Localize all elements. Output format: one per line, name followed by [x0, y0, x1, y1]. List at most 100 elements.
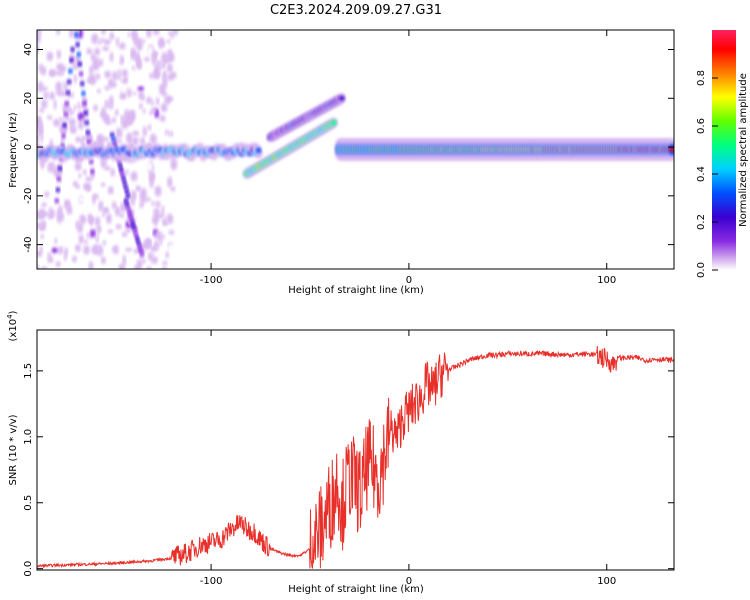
colorbar-ticks: 0.0 0.2 0.4 0.6 0.8 — [696, 70, 718, 278]
noise-speckle — [103, 207, 108, 213]
streak-blob — [76, 51, 81, 58]
noise-speckle — [154, 70, 160, 79]
noise-speckle — [166, 56, 174, 62]
spectrogram-ticks: -100 0 100 -40 -20 0 20 40 — [23, 30, 674, 286]
noise-speckle — [41, 202, 47, 208]
noise-speckle — [124, 108, 129, 119]
snr-ytick-label: 1.0 — [23, 429, 34, 445]
noise-speckle — [102, 137, 109, 142]
noise-speckle — [167, 48, 173, 58]
colorbar-tick-label: 0.0 — [696, 262, 707, 278]
noise-speckle — [146, 266, 152, 269]
noise-speckle — [113, 244, 119, 255]
noise-speckle — [107, 229, 114, 234]
noise-speckle — [112, 121, 117, 133]
noise-speckle — [146, 96, 152, 105]
noise-speckle — [127, 31, 132, 38]
noise-speckle — [69, 92, 74, 99]
noise-speckle — [50, 209, 55, 219]
noise-speckle — [83, 245, 90, 255]
noise-speckle — [151, 200, 156, 207]
noise-speckle — [98, 200, 104, 212]
colorbar-label: Normalized spectral amplitude — [738, 73, 749, 227]
streak-blob — [68, 68, 73, 75]
noise-speckle — [111, 201, 117, 210]
noise-speckle — [73, 73, 78, 84]
noise-speckle — [121, 119, 129, 130]
noise-speckle — [121, 231, 128, 238]
noise-speckle — [41, 86, 48, 92]
noise-speckle — [121, 69, 128, 77]
streak-blob — [57, 176, 62, 183]
streak-blob — [80, 80, 85, 87]
noise-speckle — [58, 204, 63, 215]
noise-speckle — [53, 118, 61, 127]
streak-blob — [82, 100, 87, 107]
snr-scale-base: (x10 — [8, 319, 19, 342]
noise-speckle — [115, 36, 120, 47]
noise-speckle — [115, 108, 119, 117]
spectrogram-x-axis-label: Height of straight line (km) — [288, 285, 424, 296]
noise-speckle — [103, 38, 111, 46]
noise-speckle — [54, 70, 62, 76]
noise-speckle — [109, 31, 115, 41]
noise-speckle — [72, 255, 77, 263]
spectrogram-ytick-label: -20 — [23, 188, 34, 204]
noise-speckle — [54, 237, 58, 245]
snr-xtick-label: 100 — [597, 576, 616, 587]
noise-speckle — [82, 136, 88, 141]
noise-speckle — [49, 70, 55, 77]
colorbar-bar — [712, 30, 736, 270]
noise-speckle — [41, 99, 48, 109]
steady-band-core — [669, 147, 674, 152]
spectrogram-ytick-label: 40 — [23, 43, 34, 56]
noise-speckle — [39, 107, 45, 113]
noise-speckle — [110, 168, 116, 177]
noise-speckle — [97, 58, 104, 67]
noise-speckle — [86, 231, 91, 239]
streak-blob — [64, 100, 69, 107]
noise-speckle — [104, 99, 110, 110]
noise-speckle — [161, 60, 166, 70]
noise-speckle — [141, 38, 146, 44]
noise-speckle — [141, 242, 148, 250]
noise-speckle — [86, 48, 93, 55]
noise-speckle — [107, 78, 115, 89]
noise-speckle — [47, 255, 54, 264]
noise-speckle — [102, 46, 109, 52]
noise-speckle — [160, 102, 168, 113]
rising-branch-core — [330, 120, 337, 126]
noise-speckle — [106, 213, 112, 225]
snr-xtick-label: -100 — [200, 576, 223, 587]
noise-speckle — [59, 116, 64, 122]
noise-speckle — [92, 194, 96, 205]
spectrogram-ytick-label: 20 — [23, 92, 34, 105]
streak-blob — [74, 31, 79, 38]
noise-speckle — [154, 239, 159, 252]
noise-speckle — [151, 256, 158, 264]
noise-speckle — [151, 217, 158, 224]
streak-blob — [75, 41, 80, 48]
noise-speckle — [40, 234, 44, 239]
noise-speckle — [93, 104, 98, 112]
noise-speckle — [74, 162, 82, 171]
noise-speckle — [164, 34, 172, 40]
spectrogram-ytick-label: 0 — [23, 144, 34, 150]
noise-speckle — [165, 129, 169, 136]
noise-speckle — [149, 133, 157, 145]
noise-speckle — [37, 134, 40, 143]
noise-speckle — [47, 236, 53, 246]
spectrogram-ytick-label: -40 — [23, 236, 34, 252]
noise-speckle — [132, 91, 136, 96]
noise-speckle — [51, 228, 57, 236]
noise-speckle — [37, 115, 42, 126]
streak-blob — [90, 168, 95, 175]
noise-speckle — [119, 212, 124, 219]
noise-speckle — [132, 136, 139, 146]
noise-speckle — [130, 47, 136, 60]
noise-speckle — [46, 51, 54, 62]
noise-speckle — [39, 208, 46, 220]
noise-speckle — [141, 258, 146, 264]
noise-speckle — [166, 63, 173, 73]
